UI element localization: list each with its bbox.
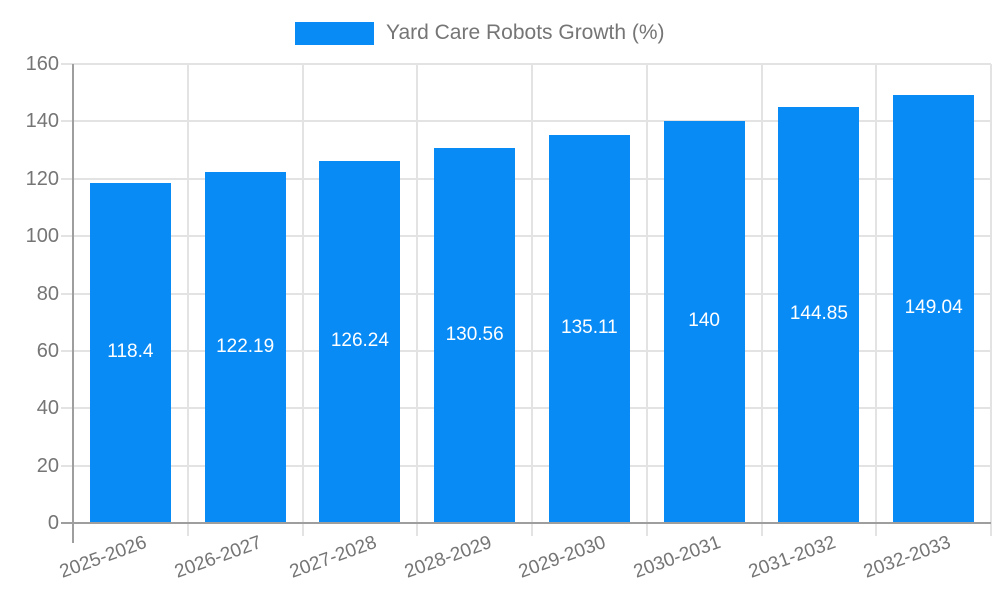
y-axis-tick-label: 120: [25, 167, 59, 190]
y-axis-tick-label: 20: [36, 454, 59, 477]
bar-value-label: 130.56: [445, 323, 504, 345]
chart-legend[interactable]: Yard Care Robots Growth (%): [295, 21, 665, 45]
bar-value-label: 149.04: [904, 297, 963, 319]
y-axis-tick-label: 140: [25, 110, 59, 133]
bar-value-label: 135.11: [561, 317, 618, 339]
x-gridline: [760, 64, 763, 536]
x-gridline: [301, 64, 304, 536]
y-gridline: [61, 407, 991, 410]
bar[interactable]: [778, 107, 860, 523]
legend-label: Yard Care Robots Growth (%): [386, 21, 665, 44]
x-gridline: [531, 64, 533, 536]
y-axis-tick-label: 160: [25, 53, 59, 75]
y-gridline: [61, 120, 991, 123]
bar-value-label: 122.19: [216, 335, 275, 357]
bar[interactable]: [548, 135, 630, 523]
y-axis-tick-label: 100: [25, 225, 59, 248]
y-gridline: [61, 177, 991, 180]
y-axis-tick-label: 60: [36, 339, 59, 362]
x-gridline: [645, 64, 648, 536]
x-gridline: [416, 64, 419, 536]
bar[interactable]: [204, 172, 286, 523]
y-axis-line: [72, 64, 74, 543]
y-axis-tick-label: 80: [36, 282, 59, 305]
x-gridline: [186, 64, 189, 536]
bar[interactable]: [434, 148, 516, 523]
bar[interactable]: [89, 183, 171, 523]
y-gridline: [61, 349, 991, 352]
bar-value-label: 140: [688, 310, 720, 332]
bar[interactable]: [893, 95, 975, 523]
x-gridline: [990, 64, 992, 536]
y-gridline: [61, 292, 991, 295]
y-gridline: [61, 464, 991, 467]
y-axis-tick-label: 40: [36, 397, 59, 420]
y-axis-tick-label: 0: [47, 512, 59, 534]
bar[interactable]: [663, 121, 745, 523]
x-axis-line: [61, 522, 991, 524]
y-gridline: [61, 63, 991, 65]
y-gridline: [61, 235, 991, 238]
legend-swatch-icon: [295, 21, 374, 45]
bar[interactable]: [319, 160, 401, 523]
bar-value-label: 144.85: [789, 303, 848, 325]
x-gridline: [875, 64, 878, 536]
bar-value-label: 118.4: [107, 341, 154, 363]
bar-value-label: 126.24: [330, 329, 389, 351]
